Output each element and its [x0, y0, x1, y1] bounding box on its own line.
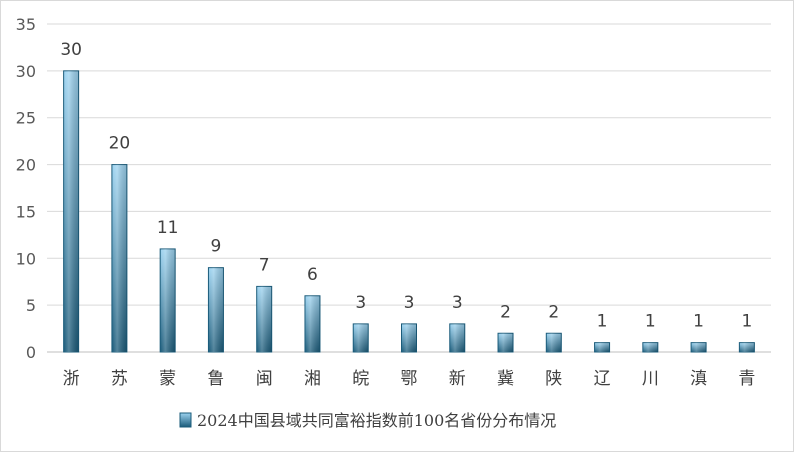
bar-sheen: [63, 70, 79, 352]
data-label: 3: [404, 293, 415, 313]
x-tick-label: 鄂: [401, 369, 418, 389]
bars: [63, 70, 755, 353]
bar-sheen: [449, 323, 465, 352]
bar-sheen: [739, 342, 755, 352]
x-tick-label: 蒙: [159, 369, 176, 389]
bar-sheen: [498, 333, 514, 352]
bar-sheen: [160, 248, 176, 352]
x-tick-label: 闽: [256, 369, 273, 389]
x-tick-label: 湘: [304, 369, 321, 389]
x-tick-label: 陕: [545, 369, 562, 389]
legend-label: 2024中国县域共同富裕指数前100名省份分布情况: [197, 411, 556, 430]
bar-sheen: [691, 342, 707, 352]
data-label: 11: [157, 218, 179, 238]
bar-sheen: [256, 286, 272, 352]
x-tick-label: 浙: [63, 369, 80, 389]
legend: 2024中国县域共同富裕指数前100名省份分布情况: [179, 411, 556, 430]
x-tick-label: 苏: [111, 369, 128, 389]
x-tick-label: 鲁: [207, 369, 224, 389]
data-label: 3: [452, 293, 463, 313]
data-label: 1: [597, 312, 608, 332]
y-tick-label: 15: [16, 202, 36, 221]
data-label: 30: [60, 40, 82, 60]
y-tick-label: 25: [16, 109, 36, 128]
y-tick-label: 0: [26, 343, 36, 362]
bar-sheen: [208, 267, 224, 352]
bar-sheen: [353, 323, 369, 352]
bar-sheen: [111, 164, 127, 352]
bar-sheen: [642, 342, 658, 352]
data-label: 2: [500, 302, 511, 322]
data-label: 2: [548, 302, 559, 322]
data-label: 6: [307, 265, 318, 285]
bar-sheen: [594, 342, 610, 352]
y-tick-label: 10: [16, 249, 36, 268]
y-axis-tick-labels: 0 5 10 15 20 25 30 35: [16, 15, 36, 362]
bar-sheen: [401, 323, 417, 352]
x-tick-label: 新: [449, 369, 466, 389]
data-label: 9: [211, 237, 222, 257]
y-tick-label: 30: [16, 62, 36, 81]
data-label: 1: [693, 312, 704, 332]
bar-sheen: [546, 333, 562, 352]
x-tick-label: 滇: [690, 369, 707, 389]
x-tick-label: 冀: [497, 369, 514, 389]
data-label: 20: [109, 134, 131, 154]
x-tick-label: 辽: [594, 369, 611, 389]
y-tick-label: 35: [16, 15, 36, 34]
data-label: 3: [355, 293, 366, 313]
data-label: 7: [259, 255, 270, 275]
y-tick-label: 20: [16, 156, 36, 175]
x-tick-label: 皖: [352, 369, 369, 389]
y-tick-label: 5: [26, 296, 36, 315]
data-label: 1: [741, 312, 752, 332]
data-label: 1: [645, 312, 656, 332]
x-tick-label: 川: [642, 369, 659, 389]
x-tick-label: 青: [738, 369, 755, 389]
legend-swatch: [179, 412, 192, 428]
x-axis-tick-labels: 浙苏蒙鲁闽湘皖鄂新冀陕辽川滇青: [63, 369, 756, 389]
bar-sheen: [304, 295, 320, 352]
